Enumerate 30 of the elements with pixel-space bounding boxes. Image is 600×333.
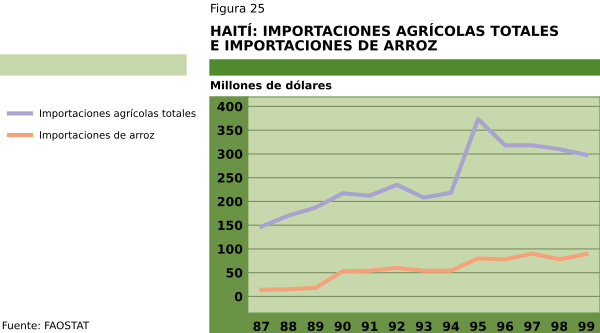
y-tick-label: 200 <box>218 196 242 206</box>
chart-title: HAITÍ: IMPORTACIONES AGRÍCOLAS TOTALES E IMPORTACIONES DE ARROZ <box>211 23 558 51</box>
y-tick-label: 150 <box>218 220 242 230</box>
line-series <box>259 252 589 292</box>
x-tick-label: 92 <box>388 322 404 332</box>
y-tick-label: 400 <box>217 102 242 112</box>
legend-label: Importaciones de arroz <box>40 130 154 141</box>
y-tick-label: 250 <box>218 173 242 183</box>
x-tick-label: 94 <box>442 322 460 332</box>
x-tick-label: 96 <box>497 322 514 332</box>
x-tick-label: 88 <box>280 322 296 332</box>
y-tick-label: 0 <box>234 292 242 302</box>
x-tick-label: 93 <box>416 322 432 332</box>
legend-label: Importaciones agrícolas totales <box>40 108 196 119</box>
x-tick-label: 91 <box>362 322 378 332</box>
x-tick-label: 95 <box>470 322 486 332</box>
y-tick-label: 350 <box>218 126 242 136</box>
x-tick-label: 89 <box>308 322 324 332</box>
x-tick-label: 98 <box>551 322 568 332</box>
x-tick-label: 90 <box>334 322 351 332</box>
source-note: Fuente: FAOSTAT <box>2 321 90 330</box>
chart-subtitle: Figura 25 <box>211 4 264 15</box>
y-axis-title: Millones de dólares <box>211 80 332 90</box>
x-tick-label: 87 <box>253 322 270 332</box>
x-tick-label: 97 <box>524 322 540 332</box>
line-series <box>259 117 589 229</box>
x-tick-label: 99 <box>578 322 594 332</box>
y-tick-label: 50 <box>226 268 242 278</box>
y-tick-label: 300 <box>218 149 242 159</box>
y-tick-label: 100 <box>218 244 242 254</box>
